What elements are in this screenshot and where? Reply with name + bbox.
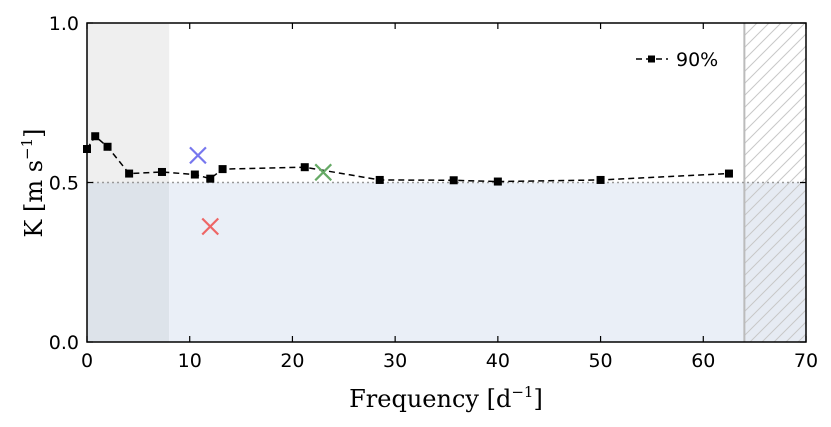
data-point [724, 169, 733, 178]
hatch-region-3 [744, 182, 806, 342]
crosses-group [189, 146, 333, 236]
x-tick-label: 10 [178, 350, 202, 372]
axis-ticks: 0 10 20 30 40 50 60 70 0.0 0.5 1.0 [49, 13, 818, 372]
shaded-regions [87, 23, 806, 342]
legend-label: 90% [676, 49, 718, 71]
shaded-region-2 [169, 182, 745, 342]
x-tick-label: 0 [81, 350, 93, 372]
legend: 90% [636, 49, 718, 71]
x-tick-label: 70 [794, 350, 818, 372]
shaded-region-1 [87, 182, 170, 342]
cross-marker-1 [201, 217, 220, 236]
cross-marker-2 [314, 163, 333, 182]
series-line-0 [86, 135, 730, 183]
data-point [206, 174, 215, 183]
x-axis-label: Frequency [d−1] [349, 383, 543, 413]
cross-marker-0 [189, 146, 207, 165]
data-point [125, 169, 134, 178]
data-point [91, 132, 100, 141]
data-point [157, 167, 166, 176]
data-point [375, 175, 384, 184]
x-tick-label: 50 [588, 350, 612, 372]
series-group [83, 132, 733, 186]
data-point [596, 175, 605, 184]
cross-stroke [201, 217, 220, 236]
data-point [493, 177, 502, 186]
x-tick-label: 20 [280, 350, 304, 372]
shaded-region-0 [87, 23, 170, 183]
x-tick-label: 30 [383, 350, 407, 372]
y-axis-label: K [m s−1] [18, 128, 48, 237]
y-tick-label: 0.5 [49, 173, 79, 195]
cross-stroke [189, 146, 207, 165]
x-tick-label: 60 [691, 350, 715, 372]
data-point [190, 170, 199, 179]
cross-stroke [314, 163, 333, 182]
data-point [218, 165, 227, 174]
y-tick-label: 0.0 [49, 332, 79, 354]
data-point [300, 163, 309, 172]
y-tick-label: 1.0 [49, 13, 79, 35]
hatch-region-4 [744, 23, 806, 183]
x-tick-label: 40 [486, 350, 510, 372]
data-point [449, 176, 458, 185]
data-point [103, 142, 112, 151]
legend-marker [648, 55, 655, 63]
